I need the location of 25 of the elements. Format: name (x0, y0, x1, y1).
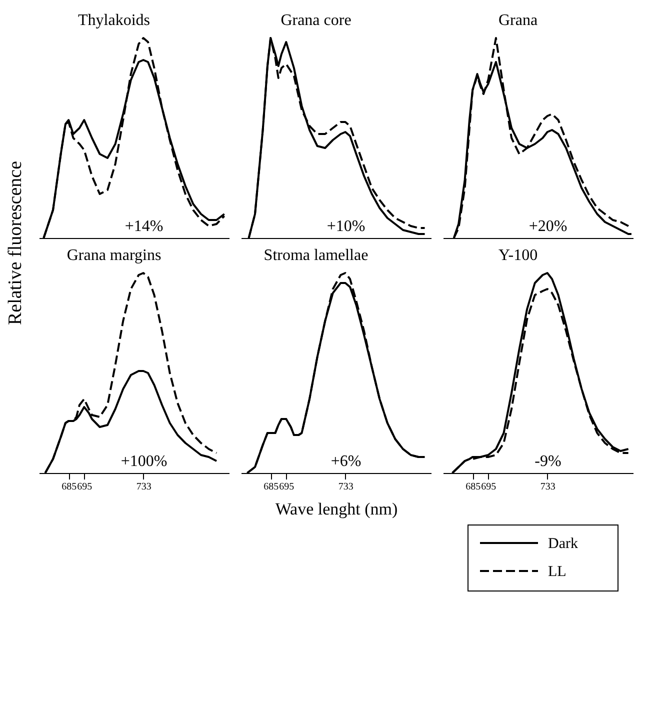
annotation: -9% (534, 453, 562, 470)
y-axis-title: Relative fluorescence (5, 160, 26, 326)
x-tick-label: 695 (77, 482, 92, 492)
x-tick-label: 695 (481, 482, 496, 492)
x-axis-title: Wave lenght (nm) (275, 500, 398, 518)
annotation: +100% (120, 453, 168, 470)
annotation: +20% (528, 218, 568, 235)
annotation: +14% (124, 218, 164, 235)
chart-title: Grana margins (66, 247, 162, 264)
chart-title: Grana (498, 12, 538, 29)
legend-label: Dark (548, 536, 578, 552)
chart-title: Stroma lamellae (264, 247, 368, 264)
legend-label: LL (548, 564, 566, 580)
x-tick-label: 685 (264, 482, 279, 492)
x-tick-label: 685 (466, 482, 481, 492)
annotation: +10% (326, 218, 366, 235)
x-tick-label: 733 (136, 482, 152, 492)
x-tick-label: 733 (540, 482, 556, 492)
x-tick-label: 685 (62, 482, 77, 492)
x-tick-label: 733 (338, 482, 354, 492)
x-tick-label: 695 (279, 482, 294, 492)
annotation: +6% (330, 453, 362, 470)
chart-title: Y-100 (498, 247, 538, 264)
chart-title: Grana core (280, 12, 352, 29)
chart-title: Thylakoids (78, 12, 150, 29)
